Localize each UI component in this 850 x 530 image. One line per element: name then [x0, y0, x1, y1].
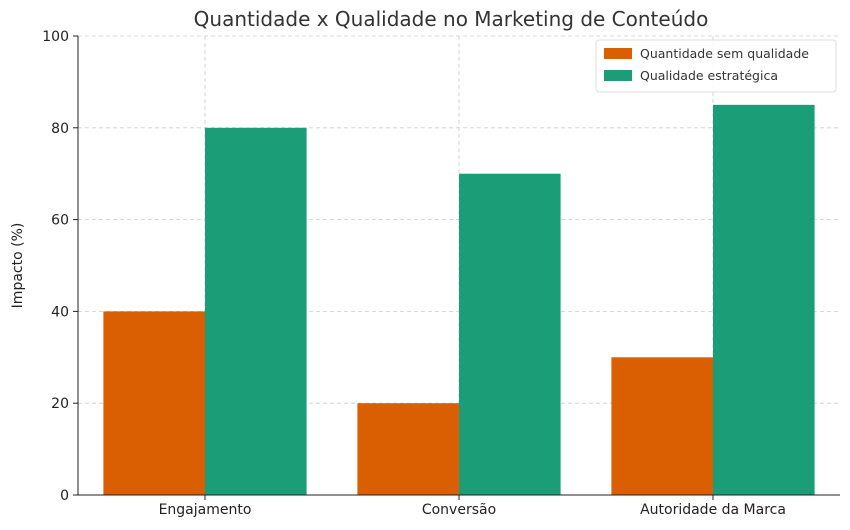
y-tick-label: 0	[60, 488, 69, 504]
bar-qualidade-1	[459, 173, 561, 495]
y-tick-label: 40	[51, 304, 69, 320]
y-tick-label: 80	[51, 121, 69, 137]
x-tick-label: Engajamento	[159, 502, 252, 518]
axes: 0 20 40 60 80 100 Engajamento Conversão Autorida…	[42, 29, 840, 518]
y-tick-label: 60	[51, 213, 69, 229]
chart-title: Quantidade x Qualidade no Marketing de C…	[194, 7, 709, 31]
bar-quantidade-1	[357, 403, 459, 495]
x-tick-label: Autoridade da Marca	[640, 502, 786, 518]
bar-qualidade-2	[713, 104, 815, 495]
y-tick-label: 20	[51, 396, 69, 412]
y-axis-label: Impacto (%)	[10, 223, 26, 309]
legend-swatch	[604, 70, 632, 81]
legend: Quantidade sem qualidade Qualidade estrat…	[595, 39, 837, 93]
legend-box	[595, 39, 837, 93]
bar-qualidade-0	[205, 127, 307, 496]
y-tick-label: 100	[42, 29, 69, 45]
legend-swatch	[604, 48, 632, 59]
x-tick-label: Conversão	[422, 502, 496, 518]
legend-label: Qualidade estratégica	[640, 68, 778, 83]
bar-quantidade-2	[611, 357, 713, 495]
legend-label: Quantidade sem qualidade	[640, 46, 809, 61]
bar-quantidade-0	[103, 311, 205, 495]
bars	[103, 104, 815, 496]
